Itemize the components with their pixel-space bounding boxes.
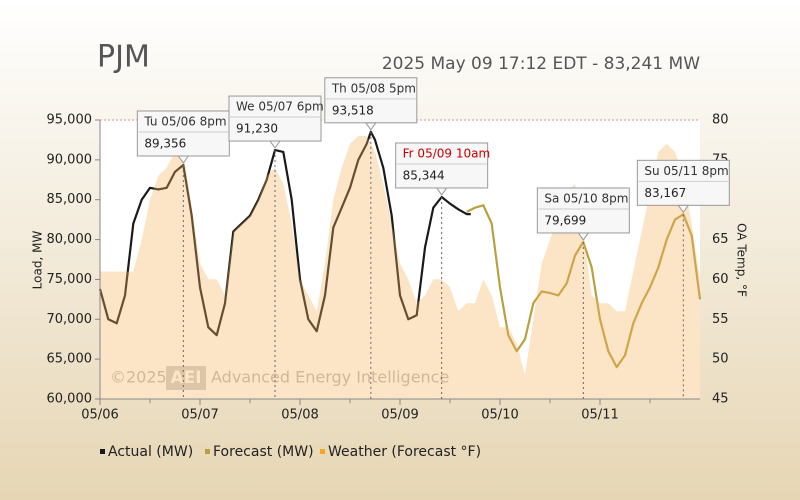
callout-label: We 05/07 6pm — [236, 100, 324, 114]
legend-swatch — [205, 449, 210, 454]
x-tick-label: 05/11 — [581, 408, 618, 423]
callout-box — [228, 95, 322, 142]
callout-label: Tu 05/06 8pm — [143, 114, 226, 128]
x-tick-label: 05/06 — [81, 408, 118, 423]
callout-value: 93,518 — [332, 103, 374, 117]
callout-pointer — [577, 232, 590, 241]
callout-box — [136, 110, 230, 157]
callout-label: Th 05/08 5pm — [331, 81, 416, 95]
legend-swatch — [100, 449, 105, 454]
callout-pointer — [177, 155, 190, 164]
x-tick-label: 05/08 — [281, 408, 318, 423]
callout-value: 89,356 — [144, 136, 186, 150]
y2-axis-label: OA Temp, °F — [735, 223, 749, 297]
y2-tick-label: 50 — [712, 352, 729, 367]
y-tick-label: 85,000 — [47, 192, 93, 207]
y2-tick-label: 55 — [712, 312, 729, 327]
callout-pointer — [364, 122, 377, 131]
callout-pointer — [435, 187, 448, 196]
callout-label: Fr 05/09 10am — [403, 146, 491, 160]
y2-tick-label: 65 — [712, 232, 729, 247]
callout-value: 91,230 — [236, 122, 278, 136]
x-tick-label: 05/07 — [181, 408, 218, 423]
load-line — [98, 130, 471, 337]
callout-box — [395, 142, 489, 189]
y2-tick-label: 80 — [712, 113, 729, 128]
y-tick-label: 75,000 — [47, 272, 93, 287]
callout-box — [536, 187, 630, 234]
y2-tick-label: 60 — [712, 272, 729, 287]
legend-label: Forecast (MW) — [213, 444, 314, 460]
legend-swatch — [320, 449, 325, 454]
watermark-logo — [166, 366, 206, 390]
y-tick-label: 60,000 — [47, 392, 93, 407]
watermark: AEI — [170, 368, 201, 388]
x-tick-label: 05/09 — [381, 408, 418, 423]
watermark: Advanced Energy Intelligence — [211, 368, 449, 387]
y-axis-label: Load, MW — [31, 231, 45, 290]
callout-value: 85,344 — [403, 168, 445, 182]
y-tick-label: 65,000 — [47, 352, 93, 367]
callout-label: Sa 05/10 8pm — [544, 191, 628, 205]
x-tick-label: 05/10 — [481, 408, 518, 423]
subtitle: 2025 May 09 17:12 EDT - 83,241 MW — [382, 54, 700, 74]
callout-box — [324, 77, 418, 124]
chart-title: PJM — [97, 40, 150, 75]
y2-tick-label: 45 — [712, 392, 729, 407]
weather-area — [100, 135, 700, 399]
y-tick-label: 95,000 — [47, 113, 93, 128]
callout-pointer — [677, 204, 690, 214]
legend-label: Actual (MW) — [108, 444, 193, 460]
callout-pointer — [269, 140, 281, 149]
watermark: ©2025 — [110, 368, 167, 387]
legend-label: Weather (Forecast °F) — [328, 444, 481, 460]
callout-box — [636, 159, 730, 206]
y-tick-label: 80,000 — [47, 232, 93, 247]
y-tick-label: 90,000 — [47, 152, 93, 167]
y-tick-label: 70,000 — [47, 312, 93, 327]
callout-label: Su 05/11 8pm — [644, 164, 728, 178]
callout-value: 79,699 — [544, 213, 586, 227]
callout-value: 83,167 — [644, 186, 686, 200]
